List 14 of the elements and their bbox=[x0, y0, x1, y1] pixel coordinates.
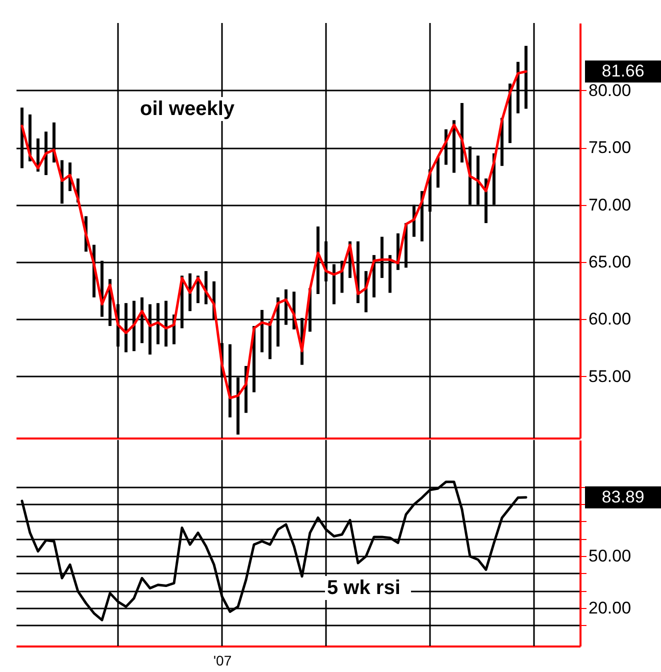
y-tick-label: 20.00 bbox=[588, 598, 632, 618]
text: 83.89 bbox=[602, 487, 644, 506]
y-tick-label: 55.00 bbox=[588, 366, 632, 386]
annotation: oil weekly bbox=[140, 98, 236, 120]
y-tick-label: 65.00 bbox=[588, 252, 632, 272]
y-tick-label: 75.00 bbox=[588, 138, 632, 158]
y-tick-label: 50.00 bbox=[588, 546, 632, 566]
line-series bbox=[20, 70, 528, 400]
y-tick-label: 60.00 bbox=[588, 310, 632, 329]
y-tick-label: 70.00 bbox=[588, 195, 632, 214]
annotation: 5 wk rsi bbox=[327, 577, 400, 599]
text: 81.66 bbox=[602, 61, 644, 80]
y-tick-label: 80.00 bbox=[588, 80, 632, 100]
x-tick-label: '07 bbox=[213, 652, 232, 668]
